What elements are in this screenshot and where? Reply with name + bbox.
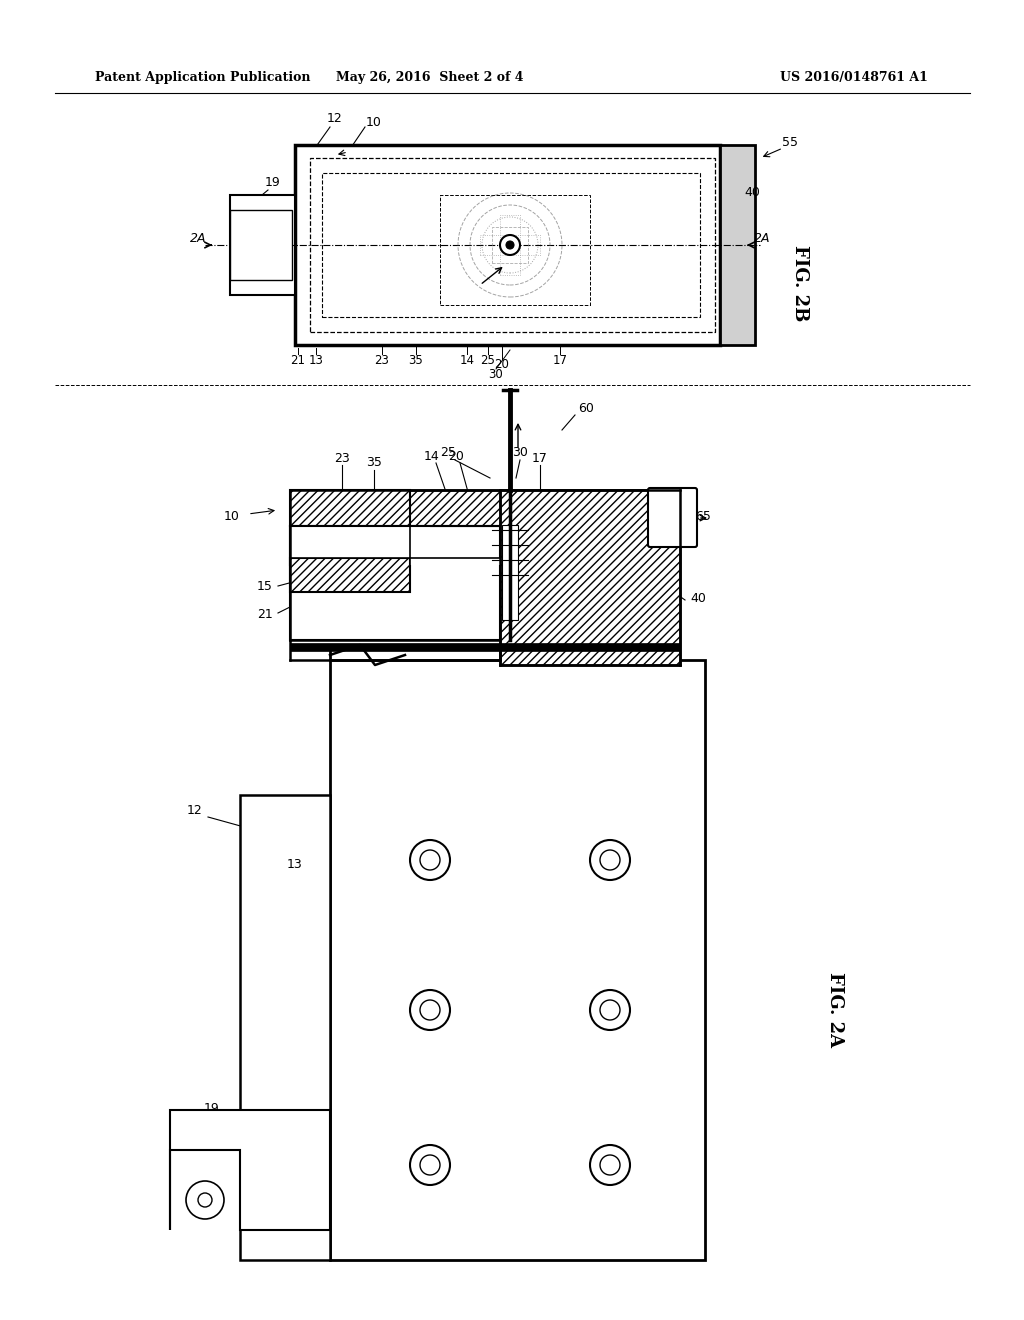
Text: FIG. 2A: FIG. 2A — [826, 973, 844, 1048]
Text: 12: 12 — [187, 804, 203, 817]
Text: 2A: 2A — [189, 231, 206, 244]
Text: 40: 40 — [690, 591, 706, 605]
Bar — [502, 525, 518, 620]
Bar — [720, 145, 755, 345]
Bar — [290, 643, 680, 651]
Text: 10: 10 — [224, 510, 240, 523]
Circle shape — [410, 840, 450, 880]
Text: 2A: 2A — [754, 231, 770, 244]
Circle shape — [198, 1193, 212, 1206]
Bar — [240, 795, 330, 1261]
Text: 10: 10 — [366, 116, 382, 129]
Bar — [290, 490, 410, 565]
Text: 20: 20 — [449, 450, 464, 462]
Circle shape — [186, 1181, 224, 1218]
Text: 19: 19 — [204, 1101, 220, 1114]
Text: 23: 23 — [375, 354, 389, 367]
Text: May 26, 2016  Sheet 2 of 4: May 26, 2016 Sheet 2 of 4 — [336, 71, 523, 84]
Bar — [310, 158, 715, 333]
Text: 21: 21 — [291, 354, 305, 367]
Bar — [480, 235, 540, 255]
Text: 19: 19 — [265, 177, 281, 190]
Circle shape — [500, 235, 520, 255]
Text: 14: 14 — [460, 354, 474, 367]
Circle shape — [590, 840, 630, 880]
Circle shape — [410, 1144, 450, 1185]
Circle shape — [590, 990, 630, 1030]
Bar — [290, 558, 410, 591]
Text: 30: 30 — [512, 446, 528, 459]
Bar — [290, 525, 430, 558]
Text: 17: 17 — [532, 451, 548, 465]
Text: 25: 25 — [440, 446, 456, 459]
Circle shape — [600, 850, 620, 870]
Text: 23: 23 — [334, 451, 350, 465]
Bar — [330, 660, 705, 1261]
Text: 13: 13 — [287, 858, 303, 871]
Text: 12: 12 — [327, 111, 343, 124]
Text: Patent Application Publication: Patent Application Publication — [95, 71, 310, 84]
Bar — [230, 195, 295, 294]
Circle shape — [590, 1144, 630, 1185]
Text: 65: 65 — [695, 510, 711, 523]
Text: 25: 25 — [480, 354, 496, 367]
Circle shape — [420, 1155, 440, 1175]
Polygon shape — [170, 1110, 330, 1230]
Text: 13: 13 — [308, 354, 324, 367]
Text: 21: 21 — [257, 609, 272, 622]
Text: FIG. 2B: FIG. 2B — [791, 246, 809, 321]
Text: 14: 14 — [424, 450, 440, 462]
Text: 35: 35 — [366, 457, 382, 470]
Bar — [410, 558, 500, 565]
Bar — [492, 227, 528, 263]
Circle shape — [420, 850, 440, 870]
Text: 20: 20 — [495, 359, 509, 371]
Bar — [295, 145, 720, 345]
Bar — [500, 215, 520, 275]
Bar — [230, 210, 292, 280]
Circle shape — [600, 1155, 620, 1175]
Text: 40: 40 — [744, 186, 760, 198]
Bar — [440, 195, 590, 305]
Text: 17: 17 — [553, 354, 567, 367]
Bar — [290, 490, 680, 525]
Circle shape — [600, 1001, 620, 1020]
Circle shape — [410, 990, 450, 1030]
Text: 15: 15 — [257, 579, 273, 593]
Text: 60: 60 — [578, 401, 594, 414]
Bar — [500, 490, 680, 665]
Text: US 2016/0148761 A1: US 2016/0148761 A1 — [780, 71, 928, 84]
Bar — [322, 173, 700, 317]
Text: 35: 35 — [409, 354, 423, 367]
Circle shape — [420, 1001, 440, 1020]
Bar — [290, 525, 500, 640]
Text: 30: 30 — [488, 368, 504, 381]
Circle shape — [506, 242, 514, 249]
FancyBboxPatch shape — [648, 488, 697, 546]
Text: 55: 55 — [782, 136, 798, 149]
